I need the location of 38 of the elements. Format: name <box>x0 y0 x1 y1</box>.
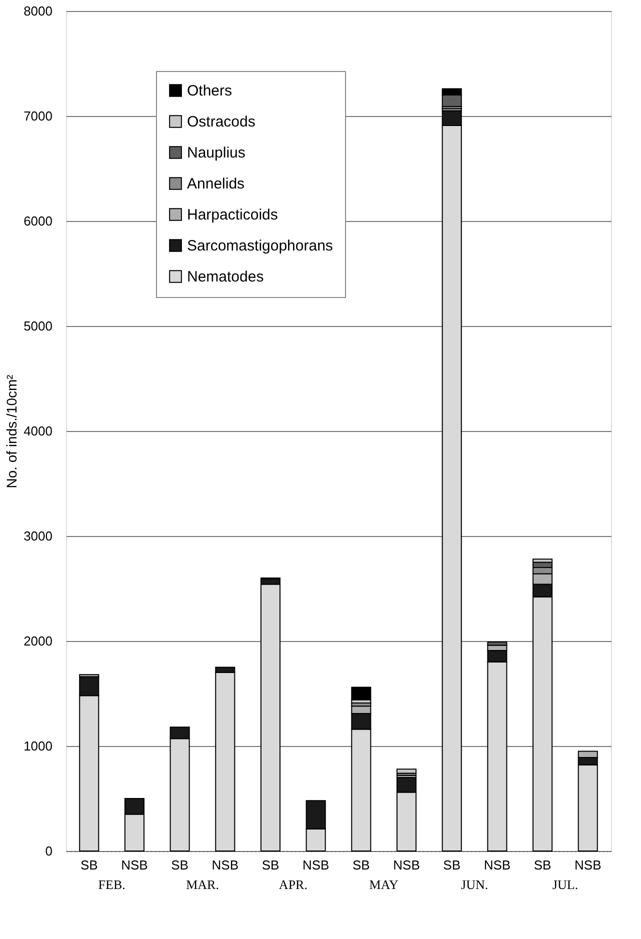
y-tick-label: 2000 <box>24 634 52 648</box>
x-tick-label: NSB <box>393 858 420 872</box>
x-tick-label: SB <box>80 858 98 872</box>
x-tick-label: NSB <box>484 858 511 872</box>
y-tick-label: 7000 <box>24 108 52 124</box>
legend-label: Nematodes <box>187 268 264 286</box>
legend-label: Annelids <box>187 176 245 192</box>
text: FEB. <box>98 877 126 892</box>
y-tick-label: 8000 <box>24 4 52 18</box>
y-axis-title: No. of inds./10cm² <box>4 374 20 488</box>
x-tick-label: NSB <box>302 858 330 872</box>
x-tick-label: SB <box>262 858 280 872</box>
legend-label: Ostracods <box>187 114 256 130</box>
y-tick-label: 5000 <box>24 318 52 334</box>
text: JUL. <box>552 877 578 892</box>
y-tick-label: 0 <box>45 844 52 858</box>
bar <box>351 686 372 700</box>
y-tick-label: 1000 <box>24 738 52 754</box>
text: APR. <box>278 877 308 892</box>
x-tick-label: SB <box>171 858 188 872</box>
y-tick-label: 4000 <box>24 424 52 438</box>
x-tick-label: NSB <box>121 858 148 872</box>
legend-label: Others <box>187 82 232 100</box>
text: MAR. <box>186 877 219 892</box>
x-tick-label: NSB <box>574 858 602 872</box>
text: MAY <box>369 877 400 892</box>
bar <box>260 584 281 852</box>
x-tick-label: SB <box>352 858 370 872</box>
y-tick-label: 3000 <box>24 528 52 544</box>
x-tick-label: SB <box>534 858 552 872</box>
bar <box>396 768 417 774</box>
legend-label: Harpacticoids <box>187 206 278 224</box>
text: JUN. <box>461 877 488 892</box>
legend-label: Sarcomastigophorans <box>187 238 333 254</box>
x-tick-label: NSB <box>212 858 239 872</box>
y-tick-label: 6000 <box>24 214 52 228</box>
legend-label: Nauplius <box>187 144 246 162</box>
x-tick-label: SB <box>443 858 461 872</box>
